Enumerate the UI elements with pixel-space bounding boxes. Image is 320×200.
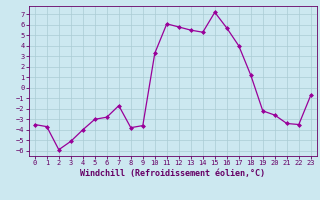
X-axis label: Windchill (Refroidissement éolien,°C): Windchill (Refroidissement éolien,°C) (80, 169, 265, 178)
